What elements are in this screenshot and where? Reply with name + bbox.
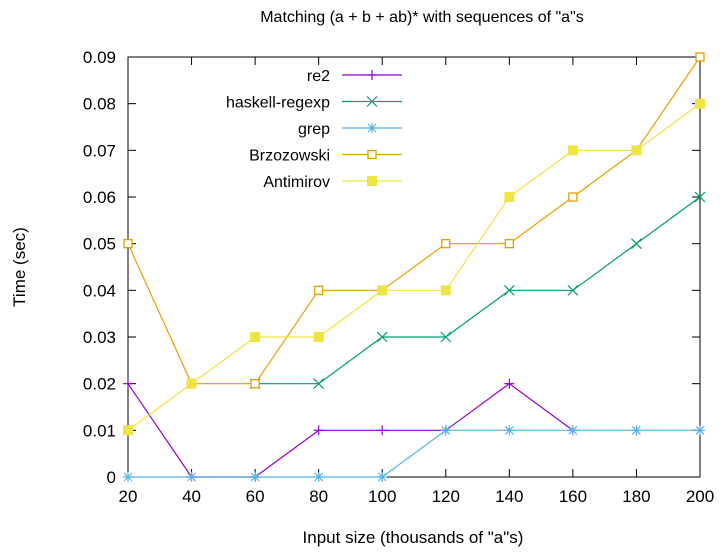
data-point-haskell-regexp xyxy=(567,284,579,296)
data-point-grep xyxy=(186,472,197,482)
x-tick-label: 100 xyxy=(368,487,396,506)
axis-ticks: 20 40 60 80 100 120 140 160 180 200 0 0.01 0.02 0.03 0… xyxy=(83,48,714,506)
legend-marker-grep xyxy=(367,123,377,133)
data-point-haskell-regexp xyxy=(694,191,706,203)
x-tick-label: 140 xyxy=(495,487,523,506)
data-point-antimirov xyxy=(377,285,388,296)
data-point-haskell-regexp xyxy=(631,238,642,250)
x-axis-title: Input size (thousands of "a"s) xyxy=(303,528,524,547)
series-line-grep xyxy=(128,429,700,478)
data-point-grep xyxy=(123,472,133,482)
data-point-antimirov xyxy=(567,145,578,156)
legend-marker-re2 xyxy=(367,70,377,80)
data-point-haskell-regexp xyxy=(376,331,388,343)
data-point-grep xyxy=(440,425,451,436)
x-tick-label: 120 xyxy=(432,487,460,506)
data-point-antimirov xyxy=(313,332,324,342)
data-point-haskell-regexp xyxy=(440,331,452,343)
data-point-brzozowski xyxy=(250,379,260,389)
series-layer xyxy=(123,52,706,482)
data-point-grep xyxy=(631,425,642,436)
y-tick-label: 0.06 xyxy=(83,188,116,207)
legend-marker-haskell-regexp xyxy=(366,96,378,107)
legend: re2 haskell-regexp grep Brzozowski Antimirov xyxy=(226,68,402,191)
y-axis-title: Time (sec) xyxy=(10,227,29,307)
y-tick-label: 0.01 xyxy=(83,421,116,440)
x-tick-label: 20 xyxy=(119,487,138,506)
data-point-grep xyxy=(504,425,515,436)
data-point-grep xyxy=(567,425,578,436)
series-grep xyxy=(123,425,705,482)
legend-label-re2: re2 xyxy=(307,68,330,85)
legend-marker-antimirov xyxy=(367,176,377,186)
y-tick-label: 0.09 xyxy=(83,48,116,67)
data-point-grep xyxy=(250,472,261,482)
y-tick-label: 0 xyxy=(107,468,116,487)
y-tick-label: 0.03 xyxy=(83,328,116,347)
data-point-haskell-regexp xyxy=(503,284,515,296)
legend-label-brzozowski: Brzozowski xyxy=(249,148,330,165)
data-point-antimirov xyxy=(123,425,133,436)
legend-label-haskell-regexp: haskell-regexp xyxy=(226,95,330,112)
data-point-re2 xyxy=(504,378,515,389)
data-point-grep xyxy=(695,425,705,436)
data-point-antimirov xyxy=(440,285,451,296)
legend-label-grep: grep xyxy=(298,121,330,138)
data-point-brzozowski xyxy=(441,239,451,249)
data-point-antimirov xyxy=(186,378,197,389)
data-point-grep xyxy=(313,472,324,482)
x-tick-label: 40 xyxy=(182,487,201,506)
data-point-brzozowski xyxy=(123,239,133,249)
y-tick-label: 0.07 xyxy=(83,141,116,160)
data-point-antimirov xyxy=(631,145,642,156)
legend-marker-brzozowski xyxy=(367,149,377,160)
series-line-brzozowski xyxy=(127,56,701,385)
y-tick-label: 0.02 xyxy=(83,375,116,394)
data-point-grep xyxy=(377,472,388,482)
data-point-brzozowski xyxy=(504,239,514,249)
series-line-haskell-regexp xyxy=(255,196,701,385)
x-tick-label: 180 xyxy=(622,487,650,506)
data-point-brzozowski xyxy=(568,192,578,202)
data-point-antimirov xyxy=(250,332,261,342)
legend-label-antimirov: Antimirov xyxy=(263,174,330,191)
y-tick-label: 0.04 xyxy=(83,281,116,300)
x-tick-label: 160 xyxy=(559,487,587,506)
chart-title: Matching (a + b + ab)* with sequences of… xyxy=(260,9,584,26)
data-point-brzozowski xyxy=(695,52,705,62)
series-antimirov xyxy=(123,98,705,436)
data-point-haskell-regexp xyxy=(313,378,325,390)
data-point-re2 xyxy=(377,425,388,436)
data-point-antimirov xyxy=(695,98,705,109)
data-point-antimirov xyxy=(504,192,515,202)
x-tick-label: 200 xyxy=(686,487,714,506)
series-line-antimirov xyxy=(127,103,701,431)
data-point-re2 xyxy=(123,378,133,389)
y-tick-label: 0.05 xyxy=(83,235,116,254)
x-tick-label: 60 xyxy=(246,487,265,506)
plot-frame xyxy=(127,56,701,478)
data-point-re2 xyxy=(313,425,324,436)
y-tick-label: 0.08 xyxy=(83,95,116,114)
data-point-brzozowski xyxy=(314,285,324,295)
x-tick-label: 80 xyxy=(309,487,328,506)
